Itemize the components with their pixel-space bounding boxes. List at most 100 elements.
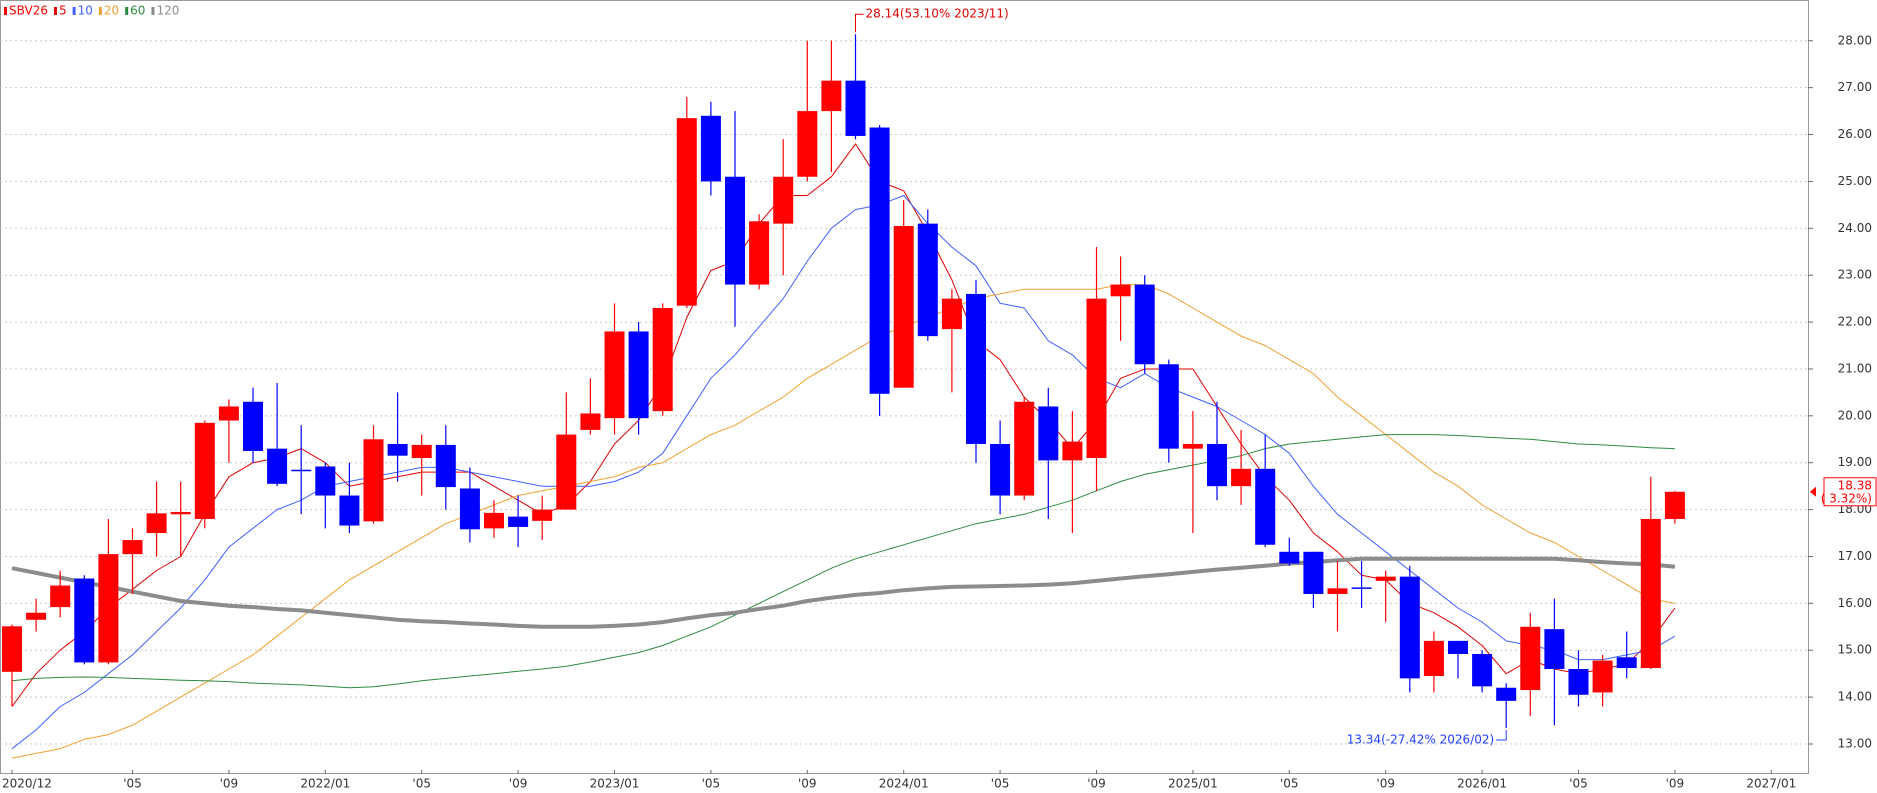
last-price-box xyxy=(1823,477,1877,507)
x-tick-label: '05 xyxy=(702,777,721,791)
legend-swatch xyxy=(72,7,76,15)
candle-body xyxy=(1303,551,1324,594)
candle-body xyxy=(363,439,384,522)
candle-body xyxy=(1520,626,1541,691)
candle-body xyxy=(1351,587,1372,589)
x-tick-label: 2022/01 xyxy=(300,777,350,791)
y-tick-label: 28.00 xyxy=(1838,33,1872,47)
ma-line xyxy=(11,143,1676,707)
candle-body xyxy=(170,511,191,515)
last-price: 18.38 xyxy=(1838,478,1872,492)
x-tick-label: '05 xyxy=(123,777,142,791)
candle-body xyxy=(1110,284,1131,297)
candle-body xyxy=(1423,640,1444,677)
candle-body xyxy=(1086,298,1107,459)
candle-body xyxy=(1158,364,1179,449)
x-tick-label: 2025/01 xyxy=(1168,777,1218,791)
candle-body xyxy=(26,612,47,620)
candle-body xyxy=(484,512,504,529)
candle-body xyxy=(50,585,71,608)
legend-swatch xyxy=(125,7,129,15)
x-tick-label: '05 xyxy=(991,777,1010,791)
candle-body xyxy=(917,223,938,337)
candle-body xyxy=(821,80,842,112)
legend-label: 20 xyxy=(104,4,119,18)
candle-body xyxy=(1568,668,1589,695)
candle-body xyxy=(1038,406,1059,461)
candle-body xyxy=(1375,576,1396,581)
y-tick-label: 23.00 xyxy=(1838,268,1872,282)
candle-body xyxy=(1279,551,1300,564)
annotation: 28.14(53.10% 2023/11) xyxy=(866,7,1009,21)
y-tick-label: 22.00 xyxy=(1838,315,1872,329)
legend-swatch xyxy=(4,7,7,15)
last-price-pointer xyxy=(1810,486,1816,497)
y-tick-label: 21.00 xyxy=(1838,361,1872,375)
candle-body xyxy=(291,469,312,472)
y-tick-label: 20.00 xyxy=(1838,408,1872,422)
candle-body xyxy=(845,80,866,136)
y-tick-label: 15.00 xyxy=(1838,643,1872,657)
legend-label: 60 xyxy=(130,4,145,18)
candle-body xyxy=(749,221,770,285)
x-tick-label: 2020/12 xyxy=(2,777,52,791)
y-tick-label: 27.00 xyxy=(1838,80,1872,94)
candle-body xyxy=(267,448,288,484)
x-tick-label: '09 xyxy=(509,777,528,791)
x-tick-label: 2024/01 xyxy=(879,777,929,791)
candle-body xyxy=(676,118,697,306)
annotation-arrow xyxy=(1496,730,1507,741)
legend-label: 10 xyxy=(78,4,93,18)
candle-body xyxy=(893,225,914,388)
candle-body xyxy=(2,626,22,672)
candle-body xyxy=(1207,443,1227,487)
legend-swatch xyxy=(151,7,155,15)
candle-body xyxy=(411,444,432,459)
y-tick-label: 13.00 xyxy=(1838,736,1872,750)
candle-body xyxy=(990,443,1011,496)
candle-body xyxy=(556,434,577,510)
y-tick-label: 19.00 xyxy=(1838,455,1872,469)
x-tick-label: 2027/01 xyxy=(1746,777,1796,791)
legend-label: SBV26 xyxy=(9,4,48,18)
candle-body xyxy=(98,554,119,663)
candle-body xyxy=(243,401,263,451)
x-tick-label: '05 xyxy=(1280,777,1299,791)
candle-body xyxy=(146,513,167,534)
candle-body xyxy=(1062,441,1083,461)
candle-body xyxy=(218,406,239,421)
candle-body xyxy=(941,298,962,330)
candle-body xyxy=(628,331,649,419)
legend-swatch xyxy=(53,7,57,15)
candle-body xyxy=(1592,660,1613,693)
candle-body xyxy=(1616,657,1637,669)
x-tick-label: '09 xyxy=(1087,777,1106,791)
candle-body xyxy=(700,115,721,182)
candle-body xyxy=(1496,687,1517,701)
candle-body xyxy=(966,293,986,444)
candle-body xyxy=(1472,653,1493,687)
y-tick-label: 26.00 xyxy=(1838,127,1872,141)
ma-line xyxy=(11,195,1676,750)
last-change: ( 3.32%) xyxy=(1821,491,1872,505)
candle-body xyxy=(1448,640,1468,654)
y-tick-label: 17.00 xyxy=(1838,549,1872,563)
x-tick-label: '09 xyxy=(220,777,239,791)
x-tick-label: '09 xyxy=(1376,777,1395,791)
legend-label: 5 xyxy=(59,4,67,18)
candle-body xyxy=(580,413,601,430)
candle-body xyxy=(435,444,456,488)
candle-body xyxy=(1640,518,1661,669)
candle-body xyxy=(194,422,215,519)
candle-body xyxy=(773,176,794,224)
candle-body xyxy=(1399,576,1420,679)
candle-body xyxy=(1664,491,1685,519)
x-tick-label: '05 xyxy=(412,777,431,791)
x-tick-label: 2026/01 xyxy=(1457,777,1507,791)
x-tick-label: '09 xyxy=(798,777,817,791)
candle-body xyxy=(1231,468,1252,487)
candle-body xyxy=(797,111,818,177)
ma-line xyxy=(11,284,1675,759)
y-tick-label: 25.00 xyxy=(1838,174,1872,188)
